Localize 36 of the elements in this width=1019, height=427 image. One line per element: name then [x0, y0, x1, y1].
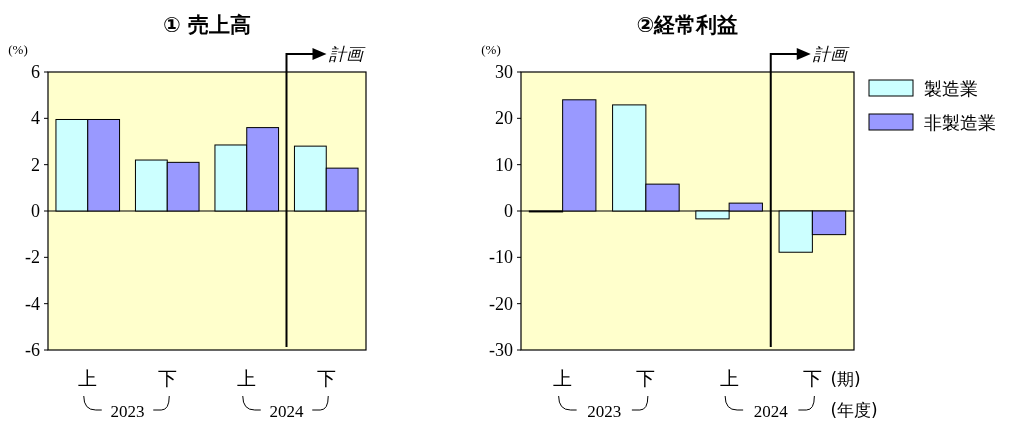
- text: 計画: [811, 44, 850, 64]
- y-tick-label: 20: [495, 108, 513, 129]
- chart-title: ②経常利益: [636, 13, 739, 37]
- text: 2024: [753, 402, 789, 421]
- y-tick-label: 0: [31, 201, 40, 221]
- y-tick-label: 10: [495, 154, 513, 175]
- x-tick-label: 下: [636, 367, 656, 389]
- legend-label: 製造業: [924, 78, 978, 99]
- x-tick-label: 下: [802, 367, 822, 389]
- y-tick-label: -10: [489, 247, 513, 268]
- x-tick-label: 下: [157, 367, 177, 389]
- y-tick-label: -2: [25, 247, 40, 268]
- text: 計画: [327, 44, 366, 64]
- y-tick-label: 2: [31, 154, 40, 175]
- y-tick-label: -30: [489, 340, 513, 360]
- y-tick-label: -20: [489, 293, 513, 314]
- text: (年度): [830, 400, 878, 420]
- text: 2023: [110, 402, 145, 421]
- x-tick-label: 上: [719, 367, 739, 389]
- y-tick-label: -4: [25, 293, 40, 314]
- x-tick-label: 上: [553, 367, 573, 389]
- y-axis-title: (%): [8, 42, 28, 57]
- text: 2024: [269, 402, 304, 421]
- x-tick-label: 下: [316, 367, 336, 389]
- y-tick-label: 6: [31, 62, 40, 82]
- y-tick-label: -6: [25, 340, 40, 360]
- y-tick-label: 0: [504, 201, 513, 221]
- chart-title: ① 売上高: [162, 13, 252, 37]
- text: 2023: [587, 402, 622, 421]
- y-tick-label: 30: [495, 62, 513, 82]
- x-axis-title: (期): [830, 369, 861, 389]
- x-tick-label: 上: [78, 367, 98, 389]
- x-tick-label: 上: [237, 367, 257, 389]
- y-tick-label: 4: [31, 108, 40, 129]
- legend-label: 非製造業: [924, 112, 996, 133]
- y-axis-title: (%): [481, 42, 501, 57]
